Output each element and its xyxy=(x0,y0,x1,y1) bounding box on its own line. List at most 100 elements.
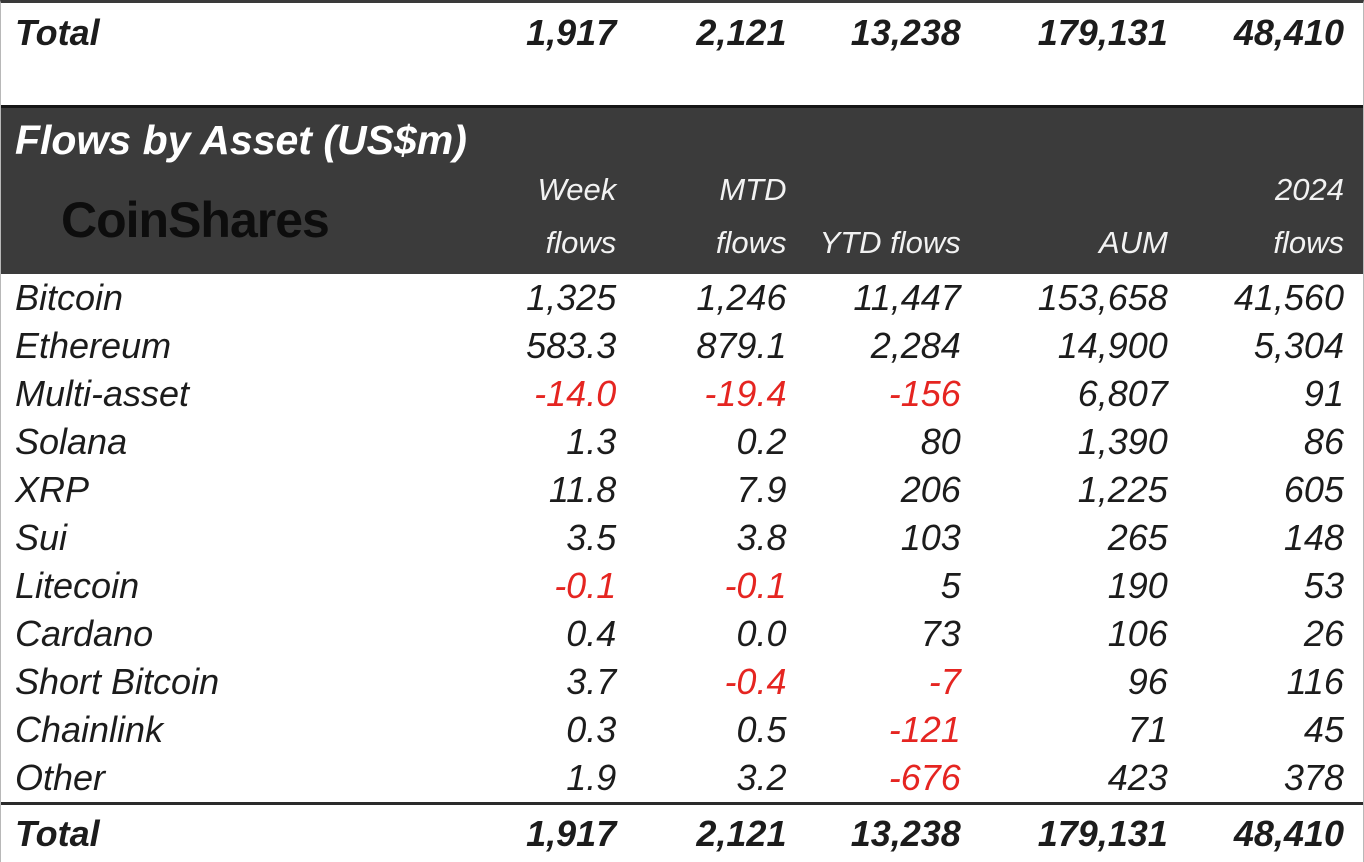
asset-name: Ethereum xyxy=(15,325,172,366)
asset-value: 5,304 xyxy=(1253,325,1344,366)
grand-total-week-flows: 1,917 xyxy=(526,812,617,854)
table-row: Chainlink 0.3 0.5 -121 71 45 xyxy=(1,706,1363,754)
grand-total-row: Total 1,917 2,121 13,238 179,131 48,410 xyxy=(1,802,1363,862)
previous-total-mtd-flows: 2,121 xyxy=(696,12,787,53)
asset-name: Chainlink xyxy=(15,709,164,750)
asset-value: 0.5 xyxy=(736,709,787,750)
asset-value: -7 xyxy=(928,661,961,702)
asset-name: Solana xyxy=(15,421,128,462)
table-row: Multi-asset -14.0 -19.4 -156 6,807 91 xyxy=(1,370,1363,418)
asset-name: Sui xyxy=(15,517,68,558)
column-header-text: 2024 xyxy=(1275,172,1344,207)
asset-name: Short Bitcoin xyxy=(15,661,220,702)
asset-value: 1,225 xyxy=(1077,469,1168,510)
table-row: Litecoin -0.1 -0.1 5 190 53 xyxy=(1,562,1363,610)
asset-value: 2,284 xyxy=(870,325,961,366)
asset-value: 0.3 xyxy=(566,709,617,750)
table-header-band: Flows by Asset (US$m) CoinShares Week fl… xyxy=(1,105,1363,274)
coinshares-logo-text: CoinShares xyxy=(61,191,330,248)
asset-value: 378 xyxy=(1283,757,1344,798)
column-header-mtd-flows: MTD flows xyxy=(630,165,800,274)
asset-value: 1,325 xyxy=(526,277,617,318)
asset-value: 3.2 xyxy=(736,757,787,798)
asset-value: 1.9 xyxy=(566,757,617,798)
asset-value: 879.1 xyxy=(696,325,787,366)
asset-value: 7.9 xyxy=(736,469,787,510)
asset-value: -0.1 xyxy=(724,565,787,606)
asset-value: 190 xyxy=(1107,565,1168,606)
table-row: Ethereum 583.3 879.1 2,284 14,900 5,304 xyxy=(1,322,1363,370)
asset-value: 0.0 xyxy=(736,613,787,654)
asset-value: 26 xyxy=(1303,613,1344,654)
asset-value: 1,246 xyxy=(696,277,787,318)
asset-value: 3.7 xyxy=(566,661,617,702)
grand-total-mtd-flows: 2,121 xyxy=(696,812,787,854)
asset-value: -121 xyxy=(888,709,961,750)
table-row: Solana 1.3 0.2 80 1,390 86 xyxy=(1,418,1363,466)
asset-name: Bitcoin xyxy=(15,277,124,318)
asset-value: 53 xyxy=(1303,565,1344,606)
asset-value: 265 xyxy=(1107,517,1168,558)
asset-rows: Bitcoin 1,325 1,246 11,447 153,658 41,56… xyxy=(1,274,1363,802)
column-header-text: YTD flows xyxy=(819,225,961,260)
asset-value: -19.4 xyxy=(704,373,787,414)
asset-value: 41,560 xyxy=(1233,277,1344,318)
column-header-week-flows: Week flows xyxy=(441,165,630,274)
asset-name: Multi-asset xyxy=(15,373,190,414)
asset-value: 106 xyxy=(1107,613,1168,654)
previous-table-total-row: Total 1,917 2,121 13,238 179,131 48,410 xyxy=(1,3,1363,63)
column-header-text xyxy=(975,167,1168,213)
asset-value: 583.3 xyxy=(526,325,617,366)
column-header-ytd-flows: YTD flows xyxy=(800,165,974,274)
previous-total-ytd-flows: 13,238 xyxy=(850,12,961,53)
column-header-2024-flows: 2024 flows xyxy=(1182,165,1363,274)
asset-value: 1.3 xyxy=(566,421,617,462)
asset-value: 206 xyxy=(900,469,961,510)
asset-value: 1,390 xyxy=(1077,421,1168,462)
table-row: XRP 11.8 7.9 206 1,225 605 xyxy=(1,466,1363,514)
asset-value: 73 xyxy=(920,613,961,654)
previous-total-week-flows: 1,917 xyxy=(526,12,617,53)
column-header-text: flows xyxy=(1273,225,1344,260)
asset-name: XRP xyxy=(15,469,90,510)
asset-value: 153,658 xyxy=(1037,277,1168,318)
asset-value: 3.8 xyxy=(736,517,787,558)
asset-value: 91 xyxy=(1303,373,1344,414)
asset-value: 423 xyxy=(1107,757,1168,798)
table-row: Bitcoin 1,325 1,246 11,447 153,658 41,56… xyxy=(1,274,1363,322)
grand-total-label: Total xyxy=(15,812,100,854)
table-row: Cardano 0.4 0.0 73 106 26 xyxy=(1,610,1363,658)
asset-value: 11,447 xyxy=(853,277,961,318)
asset-value: 45 xyxy=(1303,709,1344,750)
asset-value: 103 xyxy=(900,517,961,558)
asset-value: 80 xyxy=(920,421,961,462)
column-header-text: MTD xyxy=(719,172,787,207)
asset-value: -14.0 xyxy=(534,373,617,414)
asset-value: 5 xyxy=(940,565,961,606)
asset-value: 605 xyxy=(1283,469,1344,510)
table-row: Short Bitcoin 3.7 -0.4 -7 96 116 xyxy=(1,658,1363,706)
grand-total-ytd-flows: 13,238 xyxy=(850,812,961,854)
asset-value: 116 xyxy=(1286,661,1344,702)
table-row: Other 1.9 3.2 -676 423 378 xyxy=(1,754,1363,802)
grand-total-2024-flows: 48,410 xyxy=(1233,812,1344,854)
asset-value: 3.5 xyxy=(566,517,617,558)
previous-total-label: Total xyxy=(15,12,100,53)
asset-value: 86 xyxy=(1303,421,1344,462)
asset-name: Other xyxy=(15,757,106,798)
column-header-text: flows xyxy=(715,225,787,260)
asset-value: -0.1 xyxy=(554,565,617,606)
asset-value: -0.4 xyxy=(724,661,787,702)
column-header-row: CoinShares Week flows MTD flows YTD flow… xyxy=(1,165,1363,274)
coinshares-logo: CoinShares xyxy=(1,165,441,274)
table-row: Sui 3.5 3.8 103 265 148 xyxy=(1,514,1363,562)
column-header-aum: AUM xyxy=(975,165,1182,274)
table-title: Flows by Asset (US$m) xyxy=(15,117,467,163)
column-header-text: Week xyxy=(537,172,617,207)
asset-name: Litecoin xyxy=(15,565,140,606)
asset-value: -156 xyxy=(888,373,961,414)
asset-value: 96 xyxy=(1127,661,1168,702)
asset-value: 71 xyxy=(1127,709,1168,750)
asset-value: 14,900 xyxy=(1057,325,1168,366)
